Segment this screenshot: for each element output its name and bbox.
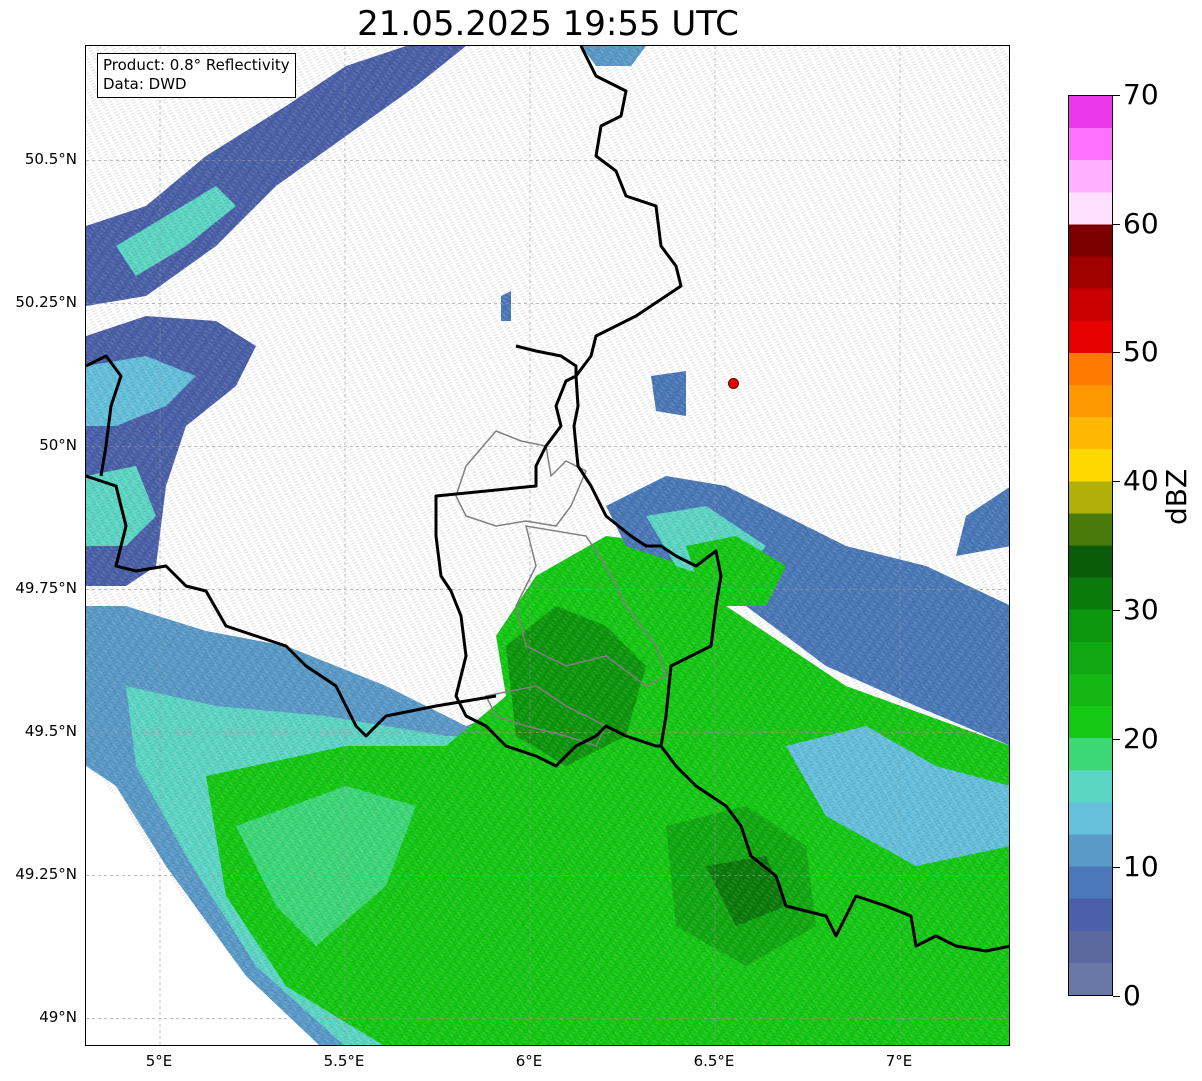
- colorbar-tick-label-7: 70: [1123, 78, 1159, 111]
- colorbar-tick-1: [1113, 867, 1120, 869]
- colorbar-tick-2: [1113, 738, 1120, 740]
- lat-tick-label-5: 49.25°N: [15, 865, 77, 884]
- colorbar-tick-label-5: 50: [1123, 335, 1159, 369]
- colorbar-tick-label-6: 60: [1123, 206, 1159, 240]
- lat-tick-label-6: 49°N: [39, 1008, 77, 1027]
- colorbar-tick-label-4: 40: [1123, 464, 1159, 498]
- colorbar-tick-5: [1113, 352, 1120, 354]
- radar-site-marker[interactable]: [728, 377, 739, 389]
- border-be-de-north: [572, 46, 1009, 953]
- product-label: Product: 0.8° Reflectivity: [103, 56, 290, 74]
- colorbar-tick-3: [1113, 609, 1120, 611]
- lat-tick-label-3: 49.75°N: [15, 579, 77, 598]
- colorbar-tick-0: [1113, 996, 1120, 997]
- radar-map[interactable]: [85, 45, 1010, 1046]
- colorbar-tick-7: [1113, 95, 1120, 96]
- border-lux-west: [434, 344, 661, 768]
- lon-tick-label-3: 6.5°E: [693, 1052, 735, 1070]
- colorbar-label: dBZ: [1160, 468, 1193, 525]
- colorbar-tick-4: [1113, 481, 1120, 483]
- national-borders: [86, 46, 1009, 953]
- lon-tick-label-4: 7°E: [885, 1052, 913, 1070]
- dbz-colorbar: [1068, 95, 1113, 996]
- product-info-box: Product: 0.8° Reflectivity Data: DWD: [97, 53, 296, 98]
- radar-echo-field: [86, 46, 1009, 1045]
- lon-tick-label-1: 5.5°E: [323, 1052, 365, 1070]
- lat-tick-label-0: 50.5°N: [24, 150, 77, 169]
- region-boundaries: [455, 430, 667, 747]
- lat-tick-label-2: 50°N: [39, 436, 77, 455]
- colorbar-tick-label-0: 0: [1123, 979, 1141, 1012]
- data-source-label: Data: DWD: [103, 75, 187, 93]
- map-title: 21.05.2025 19:55 UTC: [357, 4, 739, 44]
- colorbar-tick-label-3: 30: [1123, 592, 1159, 626]
- lon-tick-label-0: 5°E: [145, 1052, 173, 1070]
- colorbar-tick-6: [1113, 223, 1120, 225]
- border-fr-be: [86, 474, 497, 738]
- map-gridlines: [86, 46, 1009, 1045]
- border-be-nl-west: [86, 354, 123, 477]
- lon-tick-label-2: 6°E: [515, 1052, 543, 1070]
- lat-tick-label-1: 50.25°N: [15, 293, 77, 312]
- colorbar-tick-label-1: 10: [1123, 850, 1159, 884]
- colorbar-tick-label-2: 20: [1123, 721, 1159, 755]
- lat-tick-label-4: 49.5°N: [24, 722, 77, 741]
- radar-range-edge: [86, 766, 319, 1045]
- radar-map-canvas: [86, 46, 1009, 1045]
